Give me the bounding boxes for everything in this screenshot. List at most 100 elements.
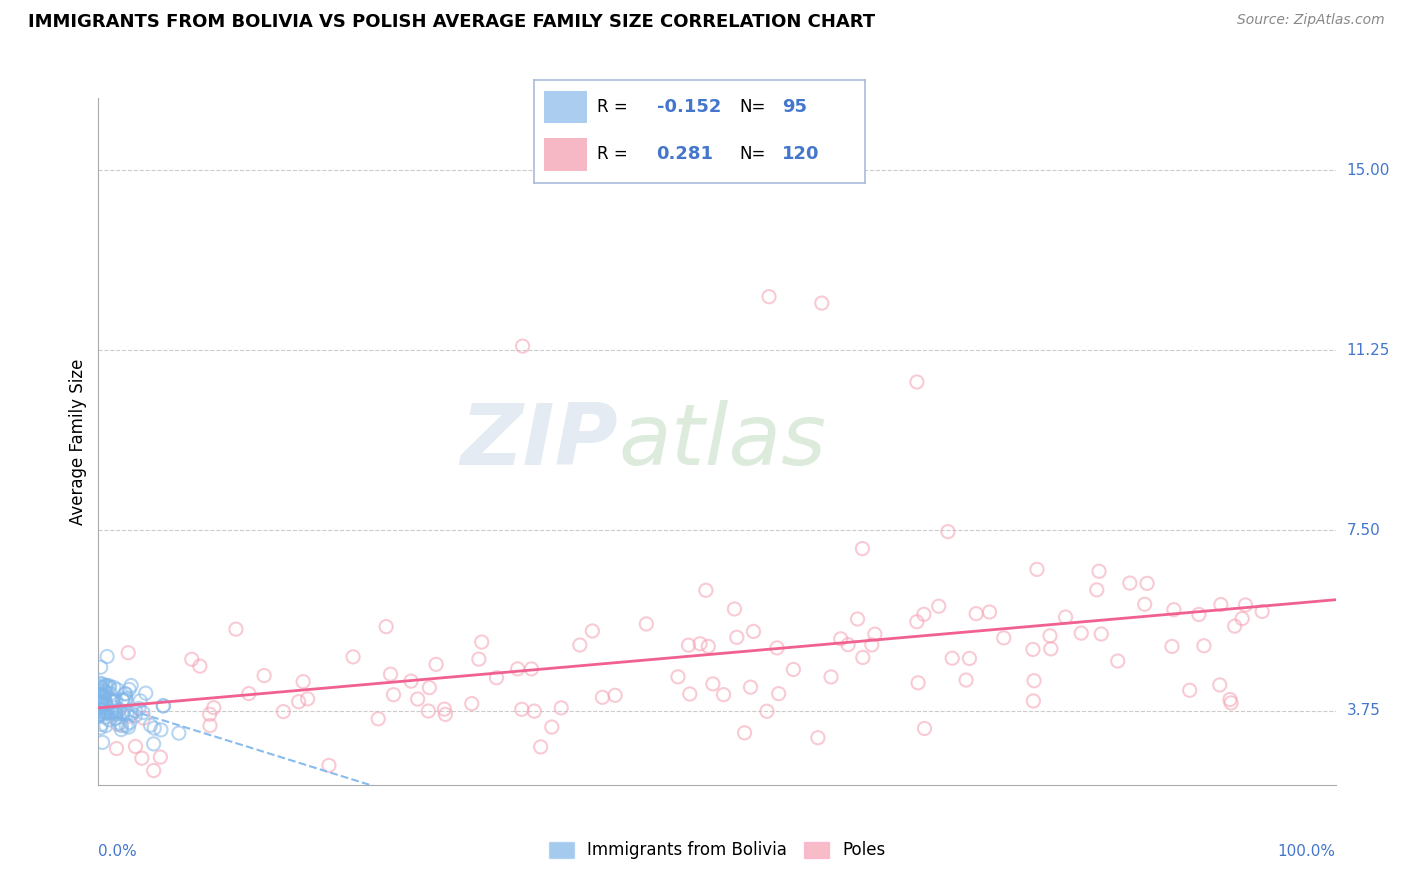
Point <box>912 607 935 622</box>
Point <box>380 667 402 681</box>
Point <box>1026 562 1049 576</box>
Point <box>1133 597 1156 611</box>
Point <box>471 635 494 649</box>
Point <box>1209 598 1232 612</box>
Point <box>101 694 124 708</box>
Point <box>852 650 875 665</box>
Point <box>115 718 138 732</box>
Point <box>993 631 1015 645</box>
Text: 11.25: 11.25 <box>1347 343 1391 358</box>
Point <box>512 339 534 353</box>
Point <box>94 698 117 712</box>
Point <box>742 624 765 639</box>
Point <box>131 751 153 765</box>
Point <box>97 679 120 693</box>
Point <box>697 640 720 654</box>
Point <box>253 668 276 682</box>
Point <box>766 640 789 655</box>
Y-axis label: Average Family Size: Average Family Size <box>69 359 87 524</box>
Point <box>418 704 440 718</box>
Point <box>530 739 553 754</box>
Text: N=: N= <box>740 98 765 116</box>
Point <box>89 689 111 703</box>
Point <box>1192 639 1215 653</box>
Point <box>94 718 117 732</box>
Point <box>118 709 141 723</box>
Point <box>1136 576 1159 591</box>
Point <box>965 607 987 621</box>
Point <box>485 671 508 685</box>
Point <box>1234 598 1257 612</box>
Point <box>91 703 114 717</box>
Point <box>1054 610 1077 624</box>
Point <box>287 695 309 709</box>
Point <box>96 649 118 664</box>
Point <box>1230 611 1253 625</box>
Point <box>91 681 114 695</box>
Point <box>111 707 134 722</box>
Point <box>1070 626 1092 640</box>
Point <box>418 681 440 695</box>
Point <box>907 675 929 690</box>
Point <box>114 687 136 701</box>
Point <box>124 739 146 754</box>
Point <box>955 673 977 687</box>
Point <box>104 711 127 725</box>
Point <box>152 698 174 713</box>
Point <box>1119 576 1142 591</box>
Point <box>118 715 141 730</box>
Point <box>167 726 190 740</box>
Point <box>713 688 735 702</box>
Point <box>863 627 886 641</box>
Point <box>695 583 717 598</box>
Point <box>94 710 117 724</box>
Point <box>837 638 859 652</box>
Point <box>105 703 128 717</box>
Point <box>1088 564 1111 578</box>
Text: IMMIGRANTS FROM BOLIVIA VS POLISH AVERAGE FAMILY SIZE CORRELATION CHART: IMMIGRANTS FROM BOLIVIA VS POLISH AVERAG… <box>28 13 876 31</box>
Point <box>90 717 112 731</box>
Point <box>540 720 562 734</box>
Point <box>128 701 150 715</box>
Point <box>120 678 142 692</box>
Text: 15.00: 15.00 <box>1347 162 1391 178</box>
Text: 100.0%: 100.0% <box>1278 845 1336 859</box>
Point <box>90 660 112 674</box>
Point <box>523 704 546 718</box>
Point <box>132 711 155 725</box>
Point <box>135 686 157 700</box>
Point <box>110 718 132 732</box>
Point <box>1178 683 1201 698</box>
Point <box>94 697 117 711</box>
Point <box>96 685 118 699</box>
Point <box>104 706 127 720</box>
Point <box>110 706 132 721</box>
Point <box>91 697 114 711</box>
Point <box>111 692 134 706</box>
Point <box>104 705 127 719</box>
Point <box>149 750 172 764</box>
Point <box>89 721 111 735</box>
Point <box>94 701 117 715</box>
Point <box>115 693 138 707</box>
Point <box>434 707 457 722</box>
Point <box>87 707 110 722</box>
Point <box>318 758 340 772</box>
Point <box>914 722 936 736</box>
Point <box>124 708 146 723</box>
Point <box>94 706 117 720</box>
Point <box>89 709 111 723</box>
Point <box>1090 627 1112 641</box>
Text: 0.0%: 0.0% <box>98 845 138 859</box>
Point <box>103 681 125 695</box>
Point <box>723 602 745 616</box>
Point <box>90 687 112 701</box>
Point <box>89 700 111 714</box>
Point <box>114 691 136 706</box>
Point <box>810 296 832 310</box>
Point <box>1209 678 1232 692</box>
Point <box>94 694 117 708</box>
Point <box>89 683 111 698</box>
Point <box>89 689 111 703</box>
Text: Source: ZipAtlas.com: Source: ZipAtlas.com <box>1237 13 1385 28</box>
